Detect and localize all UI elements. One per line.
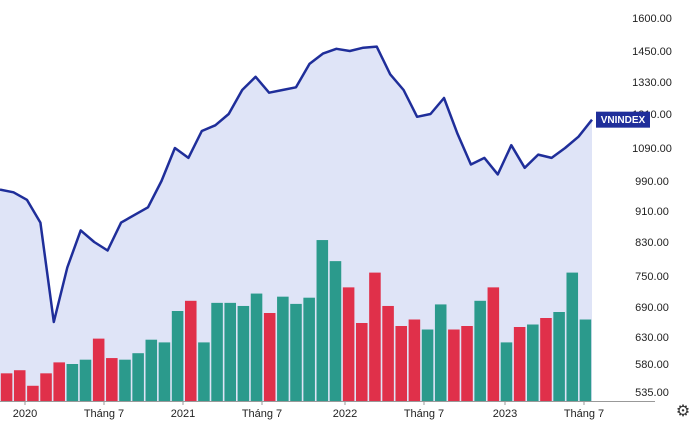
x-tick-label: Tháng 7 xyxy=(84,408,124,420)
volume-bar xyxy=(119,359,131,401)
volume-bar xyxy=(461,326,473,401)
volume-bar xyxy=(527,324,539,401)
x-tick-label: 2021 xyxy=(171,408,195,420)
x-tick-label: Tháng 7 xyxy=(564,408,604,420)
x-tick-label: Tháng 7 xyxy=(404,408,444,420)
volume-bar xyxy=(579,319,592,401)
volume-bar xyxy=(553,312,565,401)
volume-bar xyxy=(277,296,289,401)
x-tick-label: 2020 xyxy=(13,408,37,420)
volume-bar xyxy=(171,311,184,401)
volume-bar xyxy=(540,318,552,401)
volume-bar xyxy=(145,339,158,401)
volume-bar xyxy=(303,297,315,401)
x-tick-label: 2022 xyxy=(333,408,357,420)
y-tick-label: 580.00 xyxy=(635,359,669,371)
volume-bar xyxy=(500,342,513,401)
volume-bar xyxy=(184,300,197,401)
volume-bar xyxy=(132,353,144,401)
y-tick-label: 1330.00 xyxy=(632,77,672,89)
y-tick-label: 1450.00 xyxy=(632,46,672,58)
volume-bar xyxy=(250,293,263,401)
volume-bar xyxy=(211,302,223,401)
volume-bar xyxy=(408,319,421,401)
volume-bar xyxy=(369,272,381,401)
volume-bar xyxy=(263,313,276,401)
settings-gear-icon[interactable]: ⚙ xyxy=(675,401,691,420)
volume-bar xyxy=(474,300,486,401)
volume-bar xyxy=(448,329,460,401)
y-axis: 1600.001450.001330.001210.001090.00990.0… xyxy=(632,13,672,399)
volume-bar xyxy=(421,329,434,401)
volume-bar xyxy=(290,303,302,401)
y-tick-label: 535.00 xyxy=(635,387,669,399)
volume-bars xyxy=(0,240,592,401)
x-tick-label: Tháng 7 xyxy=(242,408,282,420)
y-tick-label: 910.00 xyxy=(635,206,669,218)
price-line-layer xyxy=(0,45,593,324)
volume-bar xyxy=(342,287,355,401)
volume-bar xyxy=(224,302,236,401)
y-tick-label: 630.00 xyxy=(635,332,669,344)
volume-bar xyxy=(27,385,39,401)
volume-bar xyxy=(40,373,52,401)
index-label-tag xyxy=(596,111,650,128)
volume-bar xyxy=(395,326,408,401)
volume-bar xyxy=(513,327,526,401)
x-tick-label: 2023 xyxy=(493,408,517,420)
y-tick-label: 1090.00 xyxy=(632,143,672,155)
volume-bar xyxy=(106,358,118,401)
volume-bar xyxy=(53,362,65,401)
volume-bar xyxy=(566,272,579,401)
price-line xyxy=(0,45,593,324)
volume-bar xyxy=(382,305,394,401)
volume-bar xyxy=(316,240,329,401)
volume-bar xyxy=(434,304,447,401)
volume-bar xyxy=(13,370,26,401)
volume-bar xyxy=(237,305,250,401)
volume-bar xyxy=(92,338,105,401)
x-axis: 2020 Tháng 7 2021 Tháng 7 2022 Tháng 7 2023 Thá… xyxy=(13,401,604,420)
volume-bar xyxy=(66,364,79,401)
volume-bar xyxy=(487,287,500,401)
volume-bar xyxy=(356,323,368,401)
y-tick-label: 990.00 xyxy=(635,176,669,188)
volume-bar xyxy=(0,373,13,401)
volume-bar xyxy=(79,359,92,401)
index-label-text: VNINDEX xyxy=(601,115,646,126)
index-label: VNINDEX xyxy=(596,111,650,128)
volume-bar xyxy=(158,342,171,401)
y-tick-label: 1600.00 xyxy=(632,13,672,25)
volume-bar xyxy=(329,261,342,401)
volume-bar xyxy=(198,342,210,401)
y-tick-label: 830.00 xyxy=(635,237,669,249)
y-tick-label: 690.00 xyxy=(635,302,669,314)
y-tick-label: 750.00 xyxy=(635,271,669,283)
